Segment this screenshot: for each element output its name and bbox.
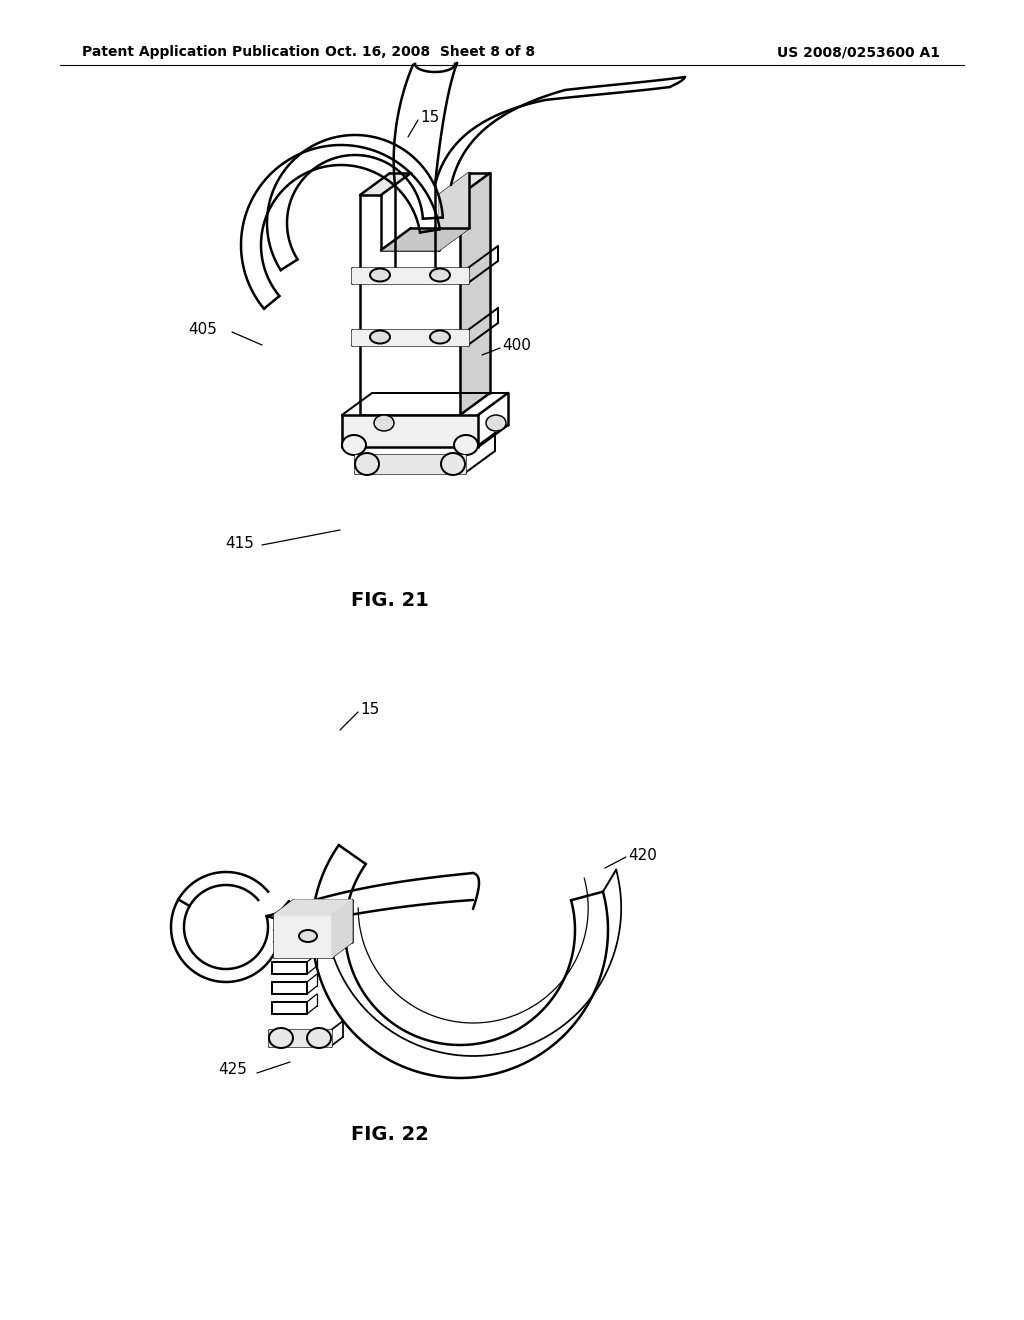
Polygon shape bbox=[352, 330, 468, 345]
Polygon shape bbox=[460, 173, 490, 414]
Polygon shape bbox=[352, 268, 468, 282]
Polygon shape bbox=[269, 1030, 331, 1045]
Text: FIG. 21: FIG. 21 bbox=[351, 590, 429, 610]
Ellipse shape bbox=[342, 436, 366, 455]
Text: 415: 415 bbox=[225, 536, 254, 550]
Text: FIG. 22: FIG. 22 bbox=[351, 1126, 429, 1144]
Ellipse shape bbox=[374, 414, 394, 432]
Ellipse shape bbox=[441, 453, 465, 475]
Text: 425: 425 bbox=[218, 1063, 247, 1077]
Polygon shape bbox=[274, 915, 332, 957]
Ellipse shape bbox=[307, 1028, 331, 1048]
Polygon shape bbox=[360, 173, 411, 195]
Text: 15: 15 bbox=[360, 702, 379, 718]
Ellipse shape bbox=[430, 268, 450, 281]
Polygon shape bbox=[439, 173, 490, 195]
Polygon shape bbox=[355, 455, 465, 473]
Polygon shape bbox=[274, 900, 352, 915]
Text: 15: 15 bbox=[420, 111, 439, 125]
Polygon shape bbox=[439, 173, 469, 249]
Text: Oct. 16, 2008  Sheet 8 of 8: Oct. 16, 2008 Sheet 8 of 8 bbox=[325, 45, 536, 59]
Ellipse shape bbox=[430, 330, 450, 343]
Text: 400: 400 bbox=[502, 338, 530, 352]
Polygon shape bbox=[381, 228, 469, 249]
Ellipse shape bbox=[355, 453, 379, 475]
Ellipse shape bbox=[454, 436, 478, 455]
Ellipse shape bbox=[370, 268, 390, 281]
Polygon shape bbox=[342, 414, 478, 447]
Polygon shape bbox=[332, 900, 352, 957]
Ellipse shape bbox=[486, 414, 506, 432]
Ellipse shape bbox=[370, 330, 390, 343]
Text: 420: 420 bbox=[628, 847, 656, 862]
Ellipse shape bbox=[299, 931, 317, 942]
Text: 405: 405 bbox=[188, 322, 217, 338]
Text: US 2008/0253600 A1: US 2008/0253600 A1 bbox=[777, 45, 940, 59]
Ellipse shape bbox=[269, 1028, 293, 1048]
Text: Patent Application Publication: Patent Application Publication bbox=[82, 45, 319, 59]
